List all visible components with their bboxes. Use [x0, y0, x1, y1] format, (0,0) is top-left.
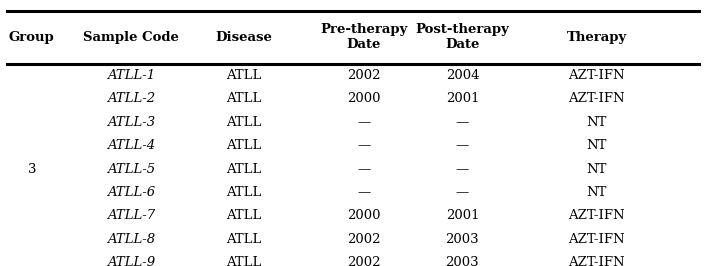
Text: —: — — [456, 139, 469, 152]
Text: Sample Code: Sample Code — [83, 31, 179, 44]
Text: AZT-IFN: AZT-IFN — [568, 93, 625, 105]
Text: —: — — [456, 186, 469, 199]
Text: ATLL-5: ATLL-5 — [107, 163, 155, 176]
Text: ATLL-2: ATLL-2 — [107, 93, 155, 105]
Text: NT: NT — [587, 186, 606, 199]
Text: ATLL-7: ATLL-7 — [107, 210, 155, 222]
Text: 2000: 2000 — [347, 210, 381, 222]
Text: AZT-IFN: AZT-IFN — [568, 256, 625, 266]
Text: 2002: 2002 — [347, 69, 381, 82]
Text: Post-therapy
Date: Post-therapy Date — [416, 23, 509, 51]
Text: —: — — [456, 163, 469, 176]
Text: NT: NT — [587, 163, 606, 176]
Text: ATLL-4: ATLL-4 — [107, 139, 155, 152]
Text: ATLL: ATLL — [226, 116, 261, 129]
Text: 2002: 2002 — [347, 256, 381, 266]
Text: NT: NT — [587, 116, 606, 129]
Text: —: — — [357, 116, 370, 129]
Text: ATLL-1: ATLL-1 — [107, 69, 155, 82]
Text: ATLL: ATLL — [226, 210, 261, 222]
Text: 2003: 2003 — [445, 233, 479, 246]
Text: 2003: 2003 — [445, 256, 479, 266]
Text: —: — — [357, 186, 370, 199]
Text: AZT-IFN: AZT-IFN — [568, 69, 625, 82]
Text: Pre-therapy
Date: Pre-therapy Date — [320, 23, 407, 51]
Text: Group: Group — [9, 31, 54, 44]
Text: ATLL-6: ATLL-6 — [107, 186, 155, 199]
Text: 3: 3 — [28, 163, 36, 176]
Text: ATLL-8: ATLL-8 — [107, 233, 155, 246]
Text: ATLL: ATLL — [226, 186, 261, 199]
Text: Disease: Disease — [215, 31, 272, 44]
Text: 2001: 2001 — [445, 210, 479, 222]
Text: AZT-IFN: AZT-IFN — [568, 233, 625, 246]
Text: 2000: 2000 — [347, 93, 381, 105]
Text: 2004: 2004 — [445, 69, 479, 82]
Text: ATLL: ATLL — [226, 139, 261, 152]
Text: ATLL: ATLL — [226, 256, 261, 266]
Text: AZT-IFN: AZT-IFN — [568, 210, 625, 222]
Text: —: — — [357, 139, 370, 152]
Text: 2002: 2002 — [347, 233, 381, 246]
Text: ATLL: ATLL — [226, 233, 261, 246]
Text: —: — — [456, 116, 469, 129]
Text: NT: NT — [587, 139, 606, 152]
Text: —: — — [357, 163, 370, 176]
Text: Therapy: Therapy — [566, 31, 627, 44]
Text: ATLL: ATLL — [226, 93, 261, 105]
Text: 2001: 2001 — [445, 93, 479, 105]
Text: ATLL: ATLL — [226, 69, 261, 82]
Text: ATLL-9: ATLL-9 — [107, 256, 155, 266]
Text: ATLL: ATLL — [226, 163, 261, 176]
Text: ATLL-3: ATLL-3 — [107, 116, 155, 129]
